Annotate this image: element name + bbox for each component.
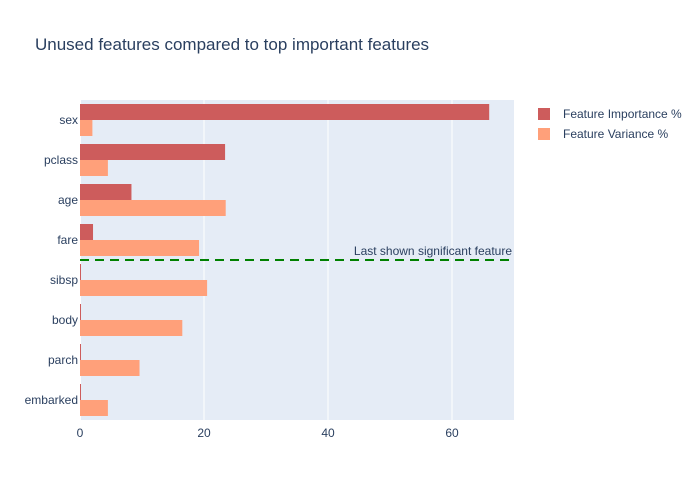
legend-swatch	[538, 108, 550, 120]
x-tick-label: 60	[445, 426, 459, 440]
y-tick-label: age	[58, 193, 78, 207]
y-tick-label: fare	[57, 233, 78, 247]
bar-embarked-importance[interactable]	[80, 384, 81, 400]
legend-item[interactable]: Feature Importance %	[538, 107, 682, 121]
y-tick-label: parch	[48, 353, 78, 367]
legend-label: Feature Importance %	[563, 107, 682, 121]
bar-sex-importance[interactable]	[80, 104, 490, 120]
y-tick-label: embarked	[25, 393, 78, 407]
bar-age-variance[interactable]	[80, 200, 226, 216]
bar-body-variance[interactable]	[80, 320, 183, 336]
x-tick-label: 20	[197, 426, 211, 440]
annotation: Last shown significant feature	[80, 244, 514, 261]
annotation-label: Last shown significant feature	[354, 244, 512, 258]
y-tick-labels: sex pclass age fare sibsp body parch embarked	[25, 113, 79, 407]
bar-parch-variance[interactable]	[80, 360, 140, 376]
y-tick-label: pclass	[44, 153, 78, 167]
bar-body-importance[interactable]	[80, 304, 81, 320]
bars	[80, 104, 490, 416]
bar-age-importance[interactable]	[80, 184, 132, 200]
bar-fare-importance[interactable]	[80, 224, 94, 240]
bar-sibsp-variance[interactable]	[80, 280, 208, 296]
bar-embarked-variance[interactable]	[80, 400, 108, 416]
legend[interactable]: Feature Importance % Feature Variance %	[538, 107, 682, 141]
y-tick-label: sex	[59, 113, 78, 127]
bar-pclass-importance[interactable]	[80, 144, 226, 160]
bar-fare-variance[interactable]	[80, 240, 200, 256]
bar-parch-importance[interactable]	[80, 344, 81, 360]
x-tick-labels: 0 20 40 60	[77, 426, 459, 440]
y-tick-label: sibsp	[50, 273, 78, 287]
bar-sibsp-importance[interactable]	[80, 264, 81, 280]
legend-label: Feature Variance %	[563, 127, 668, 141]
x-tick-label: 0	[77, 426, 84, 440]
y-tick-label: body	[52, 313, 78, 327]
legend-swatch	[538, 128, 550, 140]
bar-pclass-variance[interactable]	[80, 160, 108, 176]
legend-item[interactable]: Feature Variance %	[538, 127, 668, 141]
chart-title: Unused features compared to top importan…	[35, 35, 429, 54]
x-tick-label: 40	[321, 426, 335, 440]
bar-sex-variance[interactable]	[80, 120, 93, 136]
